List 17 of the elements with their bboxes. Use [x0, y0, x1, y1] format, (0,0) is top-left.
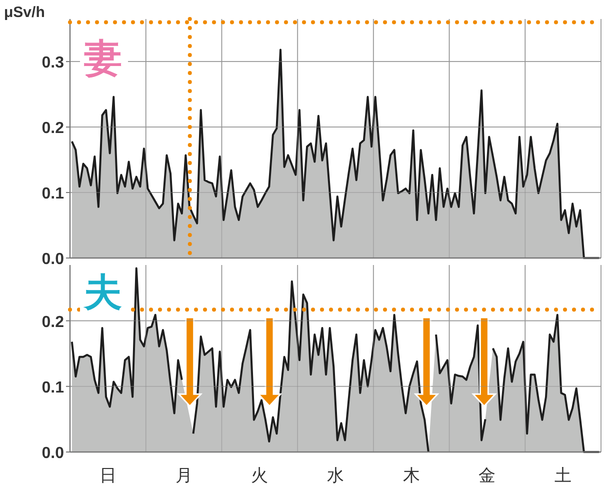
- y-tick-label: 0.2: [42, 314, 64, 331]
- y-axis-title: μSv/h: [4, 4, 45, 21]
- x-tick-label: 金: [478, 466, 496, 485]
- y-tick-label: 0.0: [42, 445, 64, 462]
- x-tick-label: 火: [251, 466, 268, 485]
- x-tick-label: 月: [175, 466, 192, 485]
- y-tick-label: 0.3: [42, 54, 64, 72]
- x-tick-label: 水: [327, 466, 344, 485]
- text: 妻: [83, 38, 122, 80]
- y-tick-label: 0.1: [42, 379, 64, 396]
- y-tick-label: 0.2: [42, 120, 64, 138]
- x-tick-label: 土: [554, 466, 572, 485]
- x-tick-label: 木: [402, 466, 420, 485]
- x-tick-label: 日: [99, 466, 116, 485]
- y-tick-label: 0.1: [42, 186, 64, 203]
- y-tick-label: 0.0: [42, 251, 64, 268]
- chart-title: 夫: [83, 272, 122, 314]
